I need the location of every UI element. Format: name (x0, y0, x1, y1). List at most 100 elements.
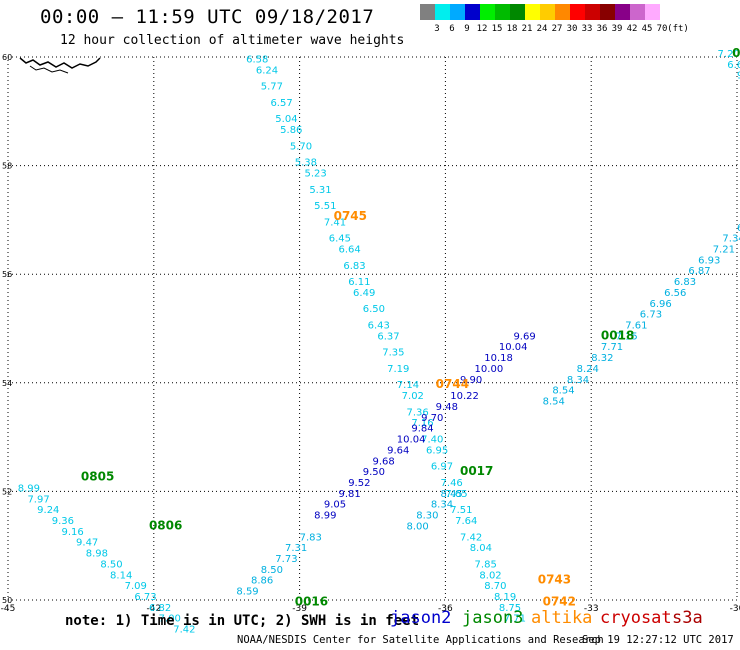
lat-tick-label: 54 (2, 379, 12, 388)
pass-time-label: 0745 (334, 209, 367, 223)
wave-height-value: 7.71 (504, 614, 526, 625)
pass-time-label: 0742 (543, 594, 576, 608)
pass-time-label: 0018 (601, 328, 634, 342)
map-subtitle: 12 hour collection of altimeter wave hei… (60, 33, 405, 48)
footer-note: note: 1) Time is in UTC; 2) SWH is in fe… (65, 613, 420, 629)
wave-height-value: 7.41 (324, 217, 346, 228)
wave-height-value: 7.09 (125, 581, 147, 592)
wave-height-value: 5.51 (314, 201, 336, 212)
wave-height-value: 5.86 (280, 125, 302, 136)
wave-height-value: 8.00 (407, 521, 429, 532)
wave-height-value: 7.61 (625, 321, 647, 332)
satellite-label: jason2 (390, 608, 452, 628)
credit-text: NOAA/NESDIS Center for Satellite Applica… (237, 634, 604, 646)
wave-height-value: 6.97 (431, 462, 453, 473)
greenland-coast (19, 57, 101, 69)
wave-height-value: 8.50 (261, 565, 283, 576)
legend-swatch (555, 4, 570, 20)
wave-height-value: 8.98 (86, 549, 108, 560)
timestamp: Sep 19 12:27:12 UTC 2017 (582, 634, 734, 646)
legend-swatch (615, 4, 630, 20)
wave-height-value: 5.70 (290, 141, 312, 152)
map-frame (7, 56, 738, 601)
wave-height-value: 9.50 (363, 467, 385, 478)
wave-height-value: 9.68 (373, 456, 395, 467)
wave-height-value: 7.51 (450, 505, 472, 516)
wave-height-value: 7.14 (397, 380, 419, 391)
legend-swatch (570, 4, 585, 20)
wave-height-value: 9.24 (37, 505, 59, 516)
wave-height-value: 7.40 (421, 435, 443, 446)
wave-height-value: 8.34 (567, 375, 589, 386)
legend-swatch (420, 4, 435, 20)
wave-height-value: 6.58 (246, 54, 268, 65)
wave-height-value: 8.75 (499, 603, 521, 614)
wave-height-value: 6.64 (338, 244, 360, 255)
satellite-label: altika (531, 608, 593, 628)
satellite-label: cryosat (600, 608, 672, 628)
legend-swatch (435, 4, 450, 20)
wave-height-value: 8.50 (100, 559, 122, 570)
wave-height-value: 6.49 (353, 288, 375, 299)
axis-labels: -45 -42 -39 -36 -33 -30 60 58 56 54 52 50 (1, 53, 740, 614)
wave-height-value: 9.47 (76, 538, 98, 549)
wave-height-value: 9.48 (436, 402, 458, 413)
wave-height-value: 7.36 (407, 407, 429, 418)
lon-tick-label: -30 (730, 604, 740, 614)
lon-tick-label: -45 (1, 604, 16, 614)
legend-swatch (495, 4, 510, 20)
wave-height-value: 6.11 (348, 277, 370, 288)
wave-height-value: 6.82 (149, 603, 171, 614)
wave-height-value: 9.36 (52, 516, 74, 527)
legend-label: 27 (551, 24, 563, 34)
wave-height-value: 6.73 (640, 310, 662, 321)
lat-tick-label: 56 (2, 270, 12, 279)
legend-label: 70 (656, 24, 668, 34)
legend-swatch (450, 4, 465, 20)
wave-height-value: 6.61 (737, 223, 740, 234)
wave-height-value: 9.84 (411, 424, 433, 435)
wave-height-value: 6.73 (134, 592, 156, 603)
wave-height-value: 5.38 (295, 158, 317, 169)
wave-height-value: 7.46 (441, 478, 463, 489)
wave-height-value: 6.24 (256, 65, 278, 76)
lon-tick-label: -39 (292, 604, 307, 614)
wave-height-value: 7.20 (718, 49, 740, 60)
wave-height-value: 6.43 (368, 321, 390, 332)
legend-label: 12 (476, 24, 488, 34)
wave-height-value: 8.54 (543, 397, 565, 408)
legend-label: 39 (611, 24, 623, 34)
legend-label: 18 (506, 24, 518, 34)
wave-height-value: 5.04 (275, 114, 297, 125)
legend-swatch (465, 4, 480, 20)
pass-time-label: 0744 (436, 377, 469, 391)
wave-height-value: 7.83 (300, 532, 322, 543)
wave-height-value: 7.64 (455, 516, 477, 527)
legend-swatch (480, 4, 495, 20)
legend-swatch (540, 4, 555, 20)
legend-label: 3 (434, 24, 440, 34)
legend-label: 21 (521, 24, 533, 34)
wave-height-value: 9.90 (460, 375, 482, 386)
pass-time-label: 0805 (81, 470, 114, 484)
satellite-label: s3a (672, 608, 703, 628)
wave-height-value: 10.18 (484, 353, 513, 364)
wave-height-value: 7.02 (402, 391, 424, 402)
legend-swatch (630, 4, 645, 20)
wave-height-value: 8.19 (494, 592, 516, 603)
wave-height-value: 9.16 (61, 527, 83, 538)
map-title: 00:00 — 11:59 UTC 09/18/2017 (40, 6, 375, 28)
wave-height-value: 10.22 (450, 391, 479, 402)
lon-tick-label: -33 (584, 604, 599, 614)
wave-height-value: 7.71 (601, 342, 623, 353)
wave-height-value: 7.35 (382, 348, 404, 359)
pass-time-label: 0017 (460, 464, 493, 478)
wave-height-value: 8.99 (18, 483, 40, 494)
wave-height-value: 8.02 (479, 570, 501, 581)
wave-height-value: 6.95 (426, 445, 448, 456)
pass-time-label: 0016 (295, 594, 328, 608)
wave-height-value: 6.57 (270, 98, 292, 109)
lat-tick-label: 50 (2, 596, 12, 605)
wave-height-value: 8.34 (431, 500, 453, 511)
wave-tracks: 6.586.24 5.77 6.57 5.045.86 5.70 5.385.23 5.31… (18, 49, 740, 636)
